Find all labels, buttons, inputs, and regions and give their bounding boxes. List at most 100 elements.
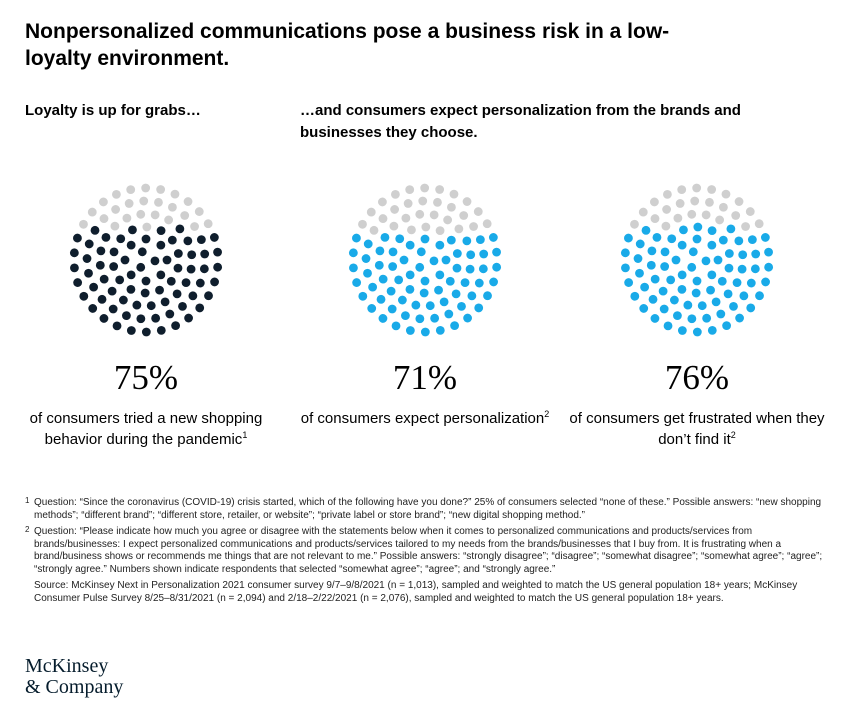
dot-active — [624, 278, 634, 287]
logo-line-2: & Company — [25, 676, 124, 698]
dot-active — [475, 235, 485, 245]
dot-inactive — [721, 189, 731, 199]
dot-active — [166, 276, 176, 286]
dot-active — [425, 301, 435, 311]
dot-active — [691, 288, 701, 298]
dot-active — [387, 304, 397, 314]
dot-active — [367, 304, 377, 313]
dot-active — [195, 303, 205, 313]
dot-active — [445, 276, 455, 286]
dot-active — [663, 321, 673, 331]
stat-panel-expect-personalization: 71% of consumers expect personalization2 — [295, 180, 555, 429]
dot-inactive — [190, 222, 199, 231]
dot-active — [659, 304, 669, 314]
dot-inactive — [112, 189, 121, 199]
dot-active — [160, 297, 170, 307]
dot-inactive — [443, 215, 453, 225]
dot-inactive — [126, 185, 136, 195]
dot-inactive — [141, 183, 151, 193]
dot-active — [452, 249, 462, 258]
dot-active — [84, 239, 94, 249]
dot-active — [737, 264, 747, 274]
dot-active — [132, 300, 142, 310]
dot-active — [165, 309, 175, 319]
dot-inactive — [745, 207, 755, 216]
dot-active — [732, 278, 742, 288]
dot-active — [97, 294, 107, 304]
dot-active — [713, 255, 723, 265]
dot-active — [112, 321, 122, 331]
dot-inactive — [449, 189, 459, 199]
dot-active — [99, 314, 109, 323]
dot-inactive — [701, 210, 711, 220]
dot-active — [747, 235, 757, 245]
dot-inactive — [734, 197, 744, 206]
dot-active — [181, 278, 191, 288]
dot-active — [178, 301, 187, 311]
subhead-left: Loyalty is up for grabs… — [25, 102, 201, 119]
dot-inactive — [378, 197, 387, 207]
dot-active — [141, 327, 151, 337]
dot-active — [183, 236, 193, 246]
dot-active — [666, 275, 676, 285]
dot-active — [660, 262, 670, 271]
dot-active — [162, 255, 172, 265]
dot-inactive — [124, 199, 134, 208]
dot-inactive — [447, 202, 456, 212]
footnote-mark-2: 2 — [25, 525, 30, 534]
dot-active — [483, 291, 492, 301]
dot-active — [479, 249, 489, 259]
dot-active — [388, 247, 398, 257]
dot-active — [420, 276, 430, 286]
dot-active — [171, 321, 180, 331]
dot-active — [724, 263, 734, 273]
dot-active — [764, 262, 774, 272]
dot-inactive — [87, 207, 97, 217]
dot-active — [109, 262, 119, 271]
dot-active — [444, 309, 454, 319]
dot-active — [156, 270, 166, 280]
dot-active — [210, 277, 219, 287]
dot-active — [175, 224, 185, 234]
caption-text-1: of consumers tried a new shopping behavi… — [29, 410, 263, 448]
dot-active — [451, 289, 461, 299]
dot-inactive — [401, 213, 411, 223]
dot-active — [658, 286, 668, 296]
dot-active — [95, 260, 105, 270]
source-note: Source: McKinsey Next in Personalization… — [34, 580, 798, 604]
dot-active — [640, 282, 650, 292]
footnote-ref-2: 2 — [544, 409, 550, 419]
dot-inactive — [675, 199, 685, 208]
dot-active — [378, 274, 388, 284]
dot-active — [363, 239, 373, 249]
dot-active — [647, 246, 657, 256]
dot-active — [391, 321, 401, 331]
dot-active — [650, 314, 660, 323]
dot-active — [446, 235, 456, 245]
dot-inactive — [459, 211, 469, 220]
dot-active — [415, 262, 425, 272]
dot-inactive — [715, 215, 725, 225]
dot-active — [489, 277, 498, 287]
dot-inactive — [358, 219, 367, 229]
dot-matrix-chart-2 — [348, 183, 502, 337]
dot-inactive — [433, 197, 442, 207]
dot-active — [738, 250, 748, 260]
caption-text-3: of consumers get frustrated when they do… — [569, 410, 825, 448]
dot-active — [213, 247, 222, 257]
dot-active — [376, 294, 386, 304]
dot-active — [707, 226, 717, 236]
dot-active — [108, 304, 118, 314]
dot-active — [707, 270, 717, 280]
dot-active — [73, 233, 82, 243]
dot-active — [109, 247, 119, 257]
dot-active — [466, 250, 476, 260]
dot-active — [186, 264, 196, 274]
dot-active — [405, 284, 415, 294]
stat-panel-new-shopping-behavior: 75% of consumers tried a new shopping be… — [16, 180, 276, 450]
dot-active — [441, 255, 451, 265]
dot-active — [707, 240, 717, 250]
dot-active — [141, 234, 151, 244]
footnote-text-2: Question: “Please indicate how much you … — [34, 526, 823, 575]
dot-active — [639, 304, 649, 313]
